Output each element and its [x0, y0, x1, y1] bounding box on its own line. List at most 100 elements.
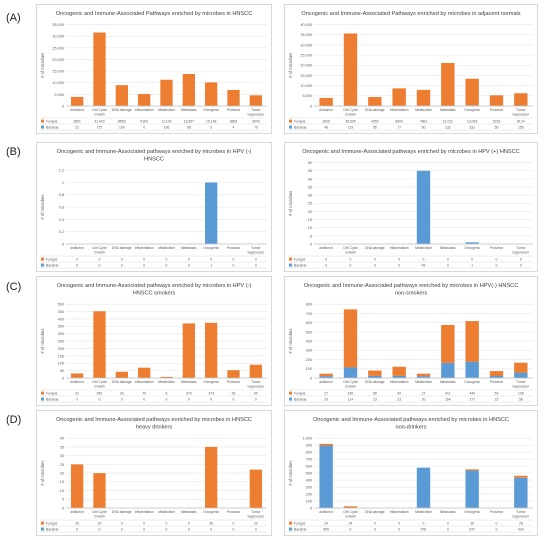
table-cell: 156 — [518, 125, 524, 129]
y-tick-label: 100 — [306, 499, 312, 503]
bar-bacteria — [465, 470, 479, 508]
table-cell: 53 — [495, 391, 499, 395]
table-cell: 452 — [97, 391, 103, 395]
table-cell: 0 — [76, 263, 78, 267]
table-cell: 0 — [166, 257, 168, 261]
table-row-label: Bacteria — [46, 527, 59, 531]
bar-bacteria — [441, 362, 455, 378]
table-cell: 16 — [470, 521, 474, 525]
y-tick-label: 10,000 — [300, 84, 312, 88]
y-tick-label: 20 — [308, 210, 312, 214]
table-cell: 0 — [374, 263, 376, 267]
y-tick-label: 300 — [306, 349, 312, 353]
x-tick-label: DNA damage — [365, 510, 385, 514]
x-tick-label: Growth — [94, 514, 105, 518]
table-cell: 196 — [164, 125, 170, 129]
x-tick-label: Tumor — [251, 510, 261, 514]
bar-bacteria — [392, 375, 406, 378]
table-cell: 28 — [519, 521, 523, 525]
chart-title-line: Oncogenic and Immune-Associated pathways… — [57, 149, 252, 155]
table-cell: 53 — [232, 391, 236, 395]
table-cell: 0 — [520, 263, 522, 267]
x-tick-label: DNA damage — [365, 108, 385, 112]
table-cell: 0 — [76, 527, 78, 531]
table-cell: 0 — [166, 521, 168, 525]
y-tick-label: 50 — [308, 161, 312, 165]
bar-fungus — [319, 97, 333, 106]
bar-bacteria — [416, 376, 431, 378]
table-cell: 537 — [469, 527, 475, 531]
y-tick-label: 25,000 — [300, 54, 312, 58]
table-cell: 0 — [398, 521, 400, 525]
x-tick-label: antitumor — [319, 380, 334, 384]
x-tick-label: Tumor — [516, 380, 526, 384]
y-tick-label: 150 — [58, 354, 64, 358]
table-cell: 50 — [422, 125, 426, 129]
x-tick-label: Protumor — [227, 108, 241, 112]
table-cell: 0 — [99, 397, 101, 401]
table-cell: 0 — [520, 257, 522, 261]
x-tick-label: DNA damage — [112, 380, 132, 384]
x-tick-label: Inflammation — [390, 108, 409, 112]
table-cell: 108 — [518, 391, 524, 395]
x-tick-label: Cell Cycle — [343, 246, 358, 250]
x-tick-label: DNA damage — [112, 510, 132, 514]
table-cell: 13,657 — [184, 119, 194, 123]
x-tick-label: Oncogenic — [464, 510, 480, 514]
table-cell: 6892 — [230, 119, 238, 123]
bar-bacteria — [368, 375, 382, 378]
table-cell: 58 — [519, 397, 523, 401]
panel-label-a: (A) — [6, 12, 21, 24]
table-cell: 35 — [209, 521, 213, 525]
bar-fungus — [205, 322, 218, 378]
x-tick-label: Metastasis — [440, 380, 456, 384]
table-cell: 8 — [166, 391, 168, 395]
table-cell: 0 — [423, 521, 425, 525]
y-tick-label: 25 — [60, 463, 64, 467]
table-cell: 22 — [254, 521, 258, 525]
table-cell: 0 — [188, 521, 190, 525]
table-cell: 56 — [373, 125, 377, 129]
table-cell: 0 — [121, 257, 123, 261]
bar-bacteria — [514, 372, 528, 378]
bar-fungus — [489, 95, 504, 106]
bar-fungus — [227, 370, 240, 378]
bar-fungus — [319, 443, 333, 446]
y-tick-label: 40 — [308, 177, 312, 181]
table-cell: 164 — [445, 397, 451, 401]
table-cell: 13,063 — [467, 119, 477, 123]
x-tick-label: DNA damage — [112, 246, 132, 250]
y-tick-label: 0.4 — [59, 218, 64, 222]
x-tick-label: Protumor — [490, 510, 504, 514]
bar-fungus — [343, 506, 358, 508]
x-tick-label: Cell Cycle — [92, 246, 107, 250]
table-cell: 25 — [75, 521, 79, 525]
x-tick-label: Protumor — [490, 108, 504, 112]
chart-title-line: Oncogenic and Immune-Associated pathways… — [304, 283, 519, 289]
bar-fungus — [416, 373, 431, 377]
bar-fungus — [71, 96, 84, 106]
table-cell: 31 — [75, 391, 79, 395]
x-tick-label: Oncogenic — [203, 108, 219, 112]
x-tick-label: Oncogenic — [464, 380, 480, 384]
legend-swatch-bacteria — [41, 527, 44, 531]
x-tick-label: Oncogenic — [464, 246, 480, 250]
legend-swatch-fungus — [41, 119, 44, 123]
bar-fungus — [416, 89, 431, 106]
table-cell: 1 — [210, 263, 212, 267]
table-cell: 0 — [350, 257, 352, 261]
table-cell: 98 — [187, 125, 191, 129]
x-tick-label: Tumor — [516, 246, 526, 250]
table-cell: 70 — [142, 391, 146, 395]
table-cell: 0 — [325, 263, 327, 267]
chart-title-line: HNSCC — [144, 157, 164, 163]
x-tick-label: antitumor — [70, 380, 85, 384]
y-tick-label: 200 — [58, 347, 64, 351]
y-tick-label: 35,000 — [300, 33, 312, 37]
y-tick-label: 0.2 — [59, 230, 64, 234]
table-cell: 411 — [445, 391, 451, 395]
table-cell: 1 — [471, 263, 473, 267]
x-tick-label: Tumor — [251, 246, 261, 250]
bar-fungus — [249, 95, 262, 106]
bar-bacteria — [416, 467, 431, 508]
